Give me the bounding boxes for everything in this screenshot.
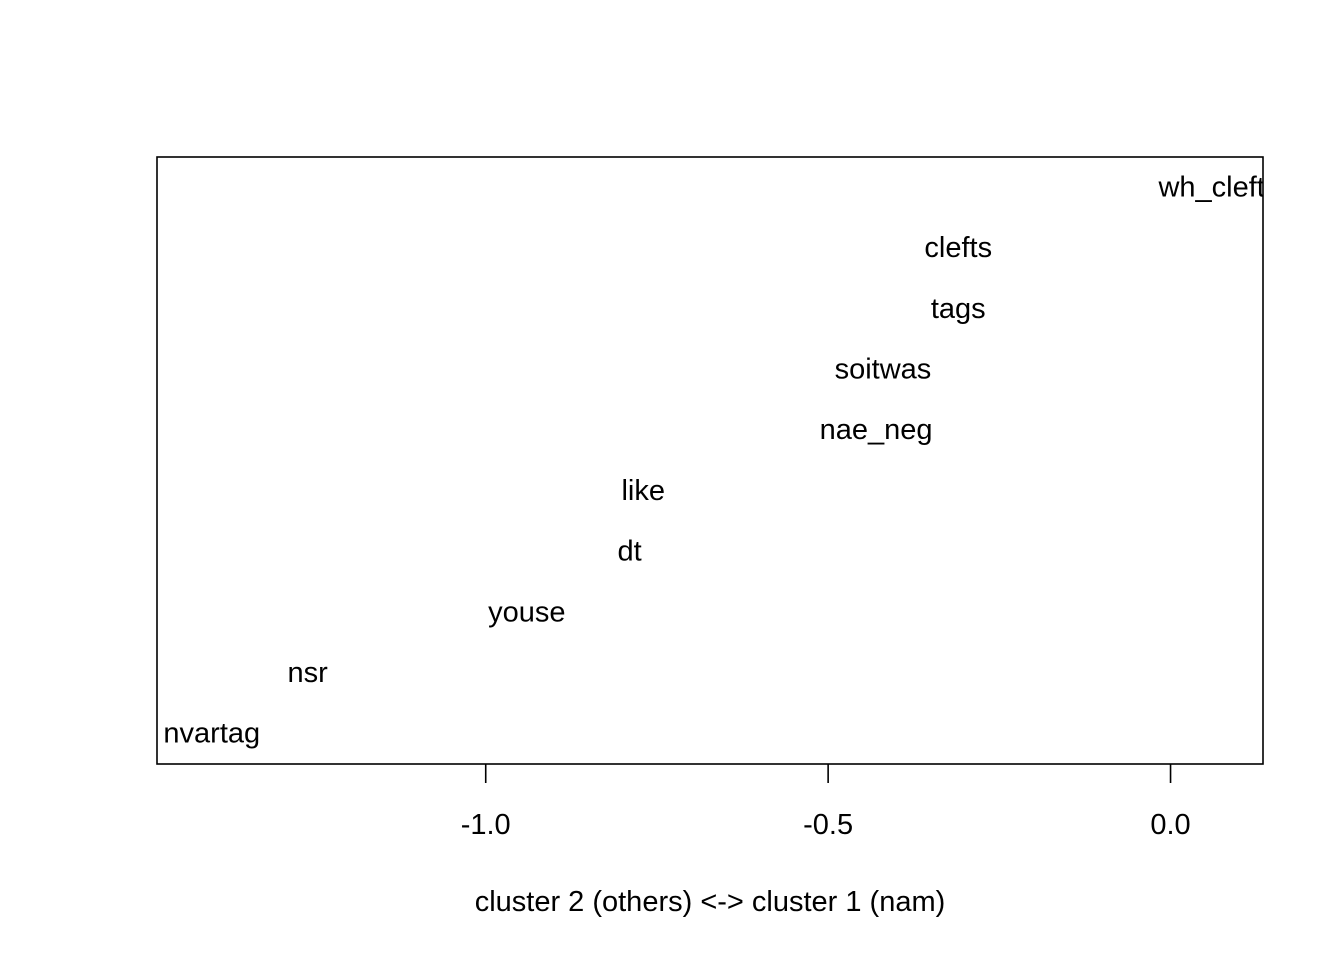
point-label: tags [931, 293, 986, 325]
x-tick-label: 0.0 [1150, 809, 1190, 841]
point-label: nvartag [163, 718, 260, 750]
point-label: clefts [924, 232, 992, 264]
point-label: dt [617, 536, 641, 568]
point-label: wh_cleft [1157, 171, 1264, 203]
x-tick-label: -1.0 [461, 809, 511, 841]
point-label: soitwas [835, 353, 932, 385]
point-label: nsr [288, 657, 329, 689]
x-axis-label: cluster 2 (others) <-> cluster 1 (nam) [475, 886, 946, 918]
point-labels: nvartag nsr youse dt like nae_neg soitwas tags c… [163, 171, 1264, 750]
point-label: like [621, 475, 665, 507]
plot-frame [156, 156, 1264, 765]
point-label: youse [488, 596, 565, 628]
x-tick-label: -0.5 [803, 809, 853, 841]
point-label: nae_neg [820, 414, 933, 446]
x-axis: -1.0 -0.5 0.0 [461, 764, 1191, 841]
